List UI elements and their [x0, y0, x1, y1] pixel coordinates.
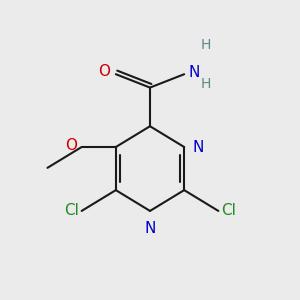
Text: N: N [189, 65, 200, 80]
Text: H: H [200, 77, 211, 91]
Text: H: H [200, 38, 211, 52]
Text: N: N [144, 221, 156, 236]
Text: O: O [98, 64, 110, 79]
Text: N: N [193, 140, 204, 154]
Text: Cl: Cl [221, 203, 236, 218]
Text: Cl: Cl [64, 203, 79, 218]
Text: O: O [65, 138, 77, 153]
